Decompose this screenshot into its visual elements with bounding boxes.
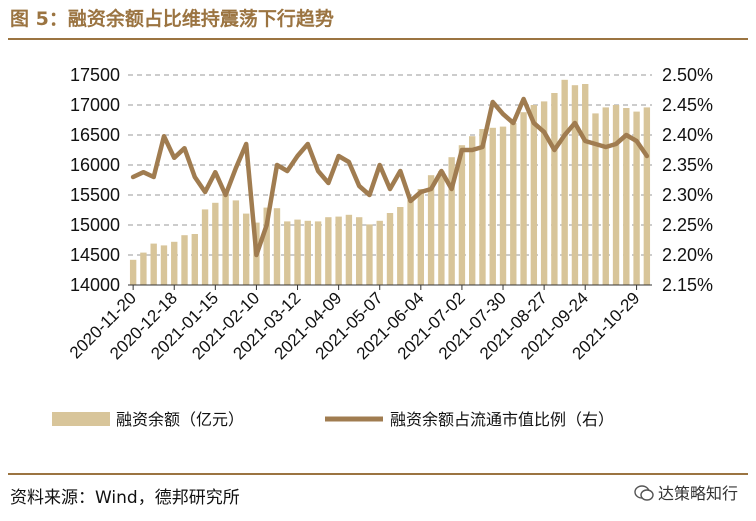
- x-axis: 2020-11-202020-12-182021-01-152021-02-10…: [66, 284, 652, 363]
- y-right-tick-label: 2.45%: [662, 95, 713, 115]
- bar: [397, 207, 404, 285]
- y-left-tick-label: 14000: [70, 275, 120, 295]
- watermark: 达策略知行: [634, 480, 738, 504]
- bar: [427, 175, 435, 285]
- y-left-tick-label: 14500: [70, 245, 120, 265]
- line-series: [130, 96, 650, 258]
- bar-series: [129, 79, 651, 286]
- bar: [171, 241, 178, 285]
- bar: [417, 189, 425, 285]
- bar: [571, 85, 579, 285]
- bar: [643, 107, 651, 286]
- bar: [191, 234, 198, 285]
- y-left-tick-label: 16500: [70, 125, 120, 145]
- y-left-tick-label: 17500: [70, 65, 120, 85]
- y-left-tick-label: 17000: [70, 95, 120, 115]
- title-divider: [8, 38, 748, 40]
- y-right-tick-label: 2.30%: [662, 185, 713, 205]
- y-right-tick-label: 2.15%: [662, 275, 713, 295]
- y-right-tick-label: 2.40%: [662, 125, 713, 145]
- bar: [592, 113, 599, 286]
- legend-swatch-bar: [52, 412, 110, 426]
- bar: [345, 214, 353, 285]
- bar: [335, 216, 342, 285]
- legend-label-bar: 融资余额（亿元）: [116, 410, 244, 429]
- legend-label-line: 融资余额占流通市值比例（右）: [390, 410, 614, 429]
- bar: [355, 217, 363, 285]
- bar: [366, 224, 373, 285]
- bar: [242, 213, 250, 285]
- bar: [612, 105, 620, 285]
- figure-title: 图 5：融资余额占比维持震荡下行趋势: [10, 8, 334, 30]
- source-note: 资料来源：Wind，德邦研究所: [10, 488, 240, 508]
- bar: [129, 259, 137, 285]
- bar: [181, 235, 188, 285]
- bar: [386, 213, 394, 285]
- bar: [232, 200, 240, 285]
- bar: [201, 209, 209, 285]
- bar: [633, 111, 640, 285]
- y-right-tick-label: 2.20%: [662, 245, 713, 265]
- bar: [284, 221, 291, 285]
- bar: [510, 123, 517, 285]
- legend: 融资余额（亿元） 融资余额占流通市值比例（右）: [52, 410, 614, 429]
- bar: [458, 145, 466, 285]
- bar: [314, 221, 322, 285]
- watermark-text: 达策略知行: [657, 484, 738, 503]
- bar: [140, 252, 147, 285]
- bar: [551, 93, 558, 285]
- y-right-tick-label: 2.35%: [662, 155, 713, 175]
- chart: 14000 14500 15000 15500 16000 16500 17000 17500…: [52, 65, 713, 429]
- bar: [150, 243, 157, 285]
- bar: [499, 126, 507, 285]
- bar: [489, 127, 496, 285]
- bar: [540, 101, 548, 286]
- bar: [438, 171, 445, 285]
- footer-divider: [8, 473, 748, 475]
- bar: [273, 208, 281, 285]
- bar: [469, 136, 476, 285]
- bar: [602, 107, 609, 286]
- bar: [222, 189, 229, 285]
- bar: [582, 84, 589, 285]
- wechat-icon: [634, 485, 654, 501]
- ratio-line: [130, 96, 650, 258]
- y-left-tick-label: 15500: [70, 185, 120, 205]
- bar: [294, 219, 301, 285]
- bar: [304, 220, 311, 285]
- y-right-tick-label: 2.50%: [662, 65, 713, 85]
- bar: [160, 245, 168, 285]
- bar: [212, 202, 219, 285]
- bar: [561, 79, 568, 285]
- left-axis: 14000 14500 15000 15500 16000 16500 17000 17500: [70, 65, 120, 295]
- bar: [376, 220, 383, 285]
- bar: [407, 199, 414, 285]
- y-right-tick-label: 2.25%: [662, 215, 713, 235]
- bar: [530, 105, 538, 285]
- y-left-tick-label: 15000: [70, 215, 120, 235]
- y-left-tick-label: 16000: [70, 155, 120, 175]
- right-axis: 2.15% 2.20% 2.25% 2.30% 2.35% 2.40% 2.45% 2.50%: [662, 65, 713, 295]
- bar: [520, 112, 527, 285]
- bar: [263, 207, 270, 285]
- bar: [325, 217, 332, 285]
- bar: [623, 108, 630, 285]
- bar: [448, 157, 455, 285]
- bar: [479, 129, 486, 285]
